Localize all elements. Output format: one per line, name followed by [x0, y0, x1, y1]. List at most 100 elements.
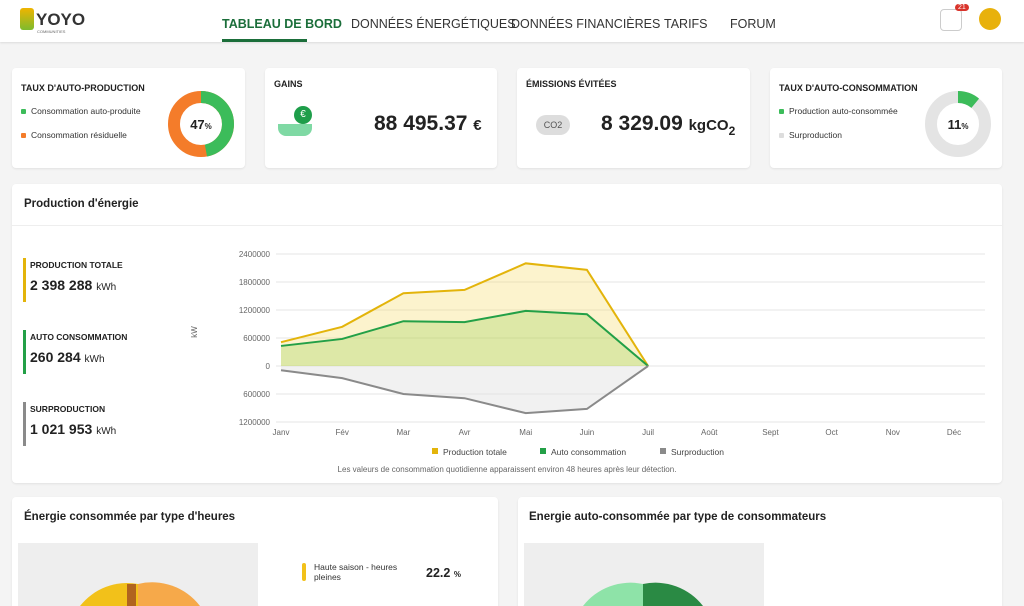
production-card [12, 184, 1002, 483]
line [280, 309, 649, 367]
area [281, 263, 649, 366]
area [281, 310, 649, 366]
stat-bar [23, 258, 26, 302]
value: 1 021 953 [30, 421, 93, 437]
section-title: Production d'énergie [24, 198, 139, 210]
donut-unit: % [205, 122, 212, 131]
x-tick-label: Oct [825, 428, 838, 437]
header [0, 0, 1024, 42]
hand-icon [278, 124, 312, 136]
y-tick-label: 600000 [243, 334, 270, 343]
kpi-value: 88 495.37 € [374, 112, 482, 136]
value: 8 329.09 [601, 112, 683, 135]
nav-item[interactable]: FORUM [730, 17, 776, 31]
note: Les valeurs de consommation quotidienne … [337, 465, 677, 474]
x-tick-label: Août [701, 428, 718, 437]
kpi-title: ÉMISSIONS ÉVITÉES [526, 79, 617, 89]
pie-slice [643, 582, 703, 606]
y-tick-label: 1200000 [239, 418, 271, 427]
co2-icon: CO2 [536, 115, 570, 135]
avatar[interactable] [979, 8, 1001, 30]
kpi-title: GAINS [274, 79, 303, 89]
legend-label: Consommation auto-produite [31, 106, 141, 116]
legend-entry: Consommation résiduelle [21, 130, 127, 140]
euro-icon: € [294, 106, 312, 124]
legend-label: Production auto-consommée [789, 106, 898, 116]
stat-value: 260 284 kWh [30, 349, 105, 365]
unit: kWh [84, 354, 105, 365]
y-tick-label: 600000 [243, 390, 270, 399]
donut-label: 11% [948, 117, 969, 132]
logo[interactable]: YOYO [36, 10, 86, 29]
nav-item[interactable]: DONNÉES FINANCIÈRES [511, 17, 661, 31]
legend-label: Surproduction [789, 130, 842, 140]
stat-value: 1 021 953 kWh [30, 421, 116, 437]
legend-label: Surproduction [671, 447, 724, 457]
pie-slice [138, 582, 200, 606]
donut-label: 47% [190, 117, 212, 132]
y-axis-label: kW [190, 326, 199, 338]
legend-entry: Surproduction [779, 130, 842, 140]
legend-label: Haute saison - heures pleines [314, 562, 398, 582]
legend-label: Production totale [443, 447, 507, 457]
section-title: Énergie consommée par type d'heures [24, 511, 236, 523]
divider [12, 225, 1002, 226]
legend-swatch [432, 448, 438, 454]
legend-swatch [660, 448, 666, 454]
donut-value: 47 [190, 117, 204, 132]
stat-bar [23, 330, 26, 374]
legend-label: Consommation résiduelle [31, 130, 127, 140]
unit: kgCO [688, 117, 729, 134]
legend-swatch [302, 563, 306, 581]
legend-swatch [540, 448, 546, 454]
logo-icon [20, 8, 34, 30]
unit: % [453, 570, 461, 579]
donut-arc [168, 91, 234, 157]
kpi-title: TAUX D'AUTO-CONSOMMATION [779, 83, 918, 93]
legend-label: Auto consommation [551, 447, 626, 457]
nav-item[interactable]: TARIFS [664, 17, 708, 31]
kpi-title: TAUX D'AUTO-PRODUCTION [21, 83, 145, 93]
x-tick-label: Mai [519, 428, 532, 437]
area [281, 366, 649, 414]
notification-badge: 21 [955, 4, 969, 11]
x-tick-label: Avr [459, 428, 471, 437]
value: 260 284 [30, 349, 81, 365]
unit-sub: 2 [728, 124, 736, 139]
legend-value: 22.2 % [426, 566, 461, 580]
stat-label: PRODUCTION TOTALE [30, 260, 123, 270]
x-tick-label: Juil [642, 428, 654, 437]
pie-slice [127, 584, 136, 606]
nav-item[interactable]: TABLEAU DE BORD [222, 17, 342, 31]
nav-underline [222, 39, 307, 42]
pie-slice [583, 582, 643, 606]
x-tick-label: Fév [336, 428, 349, 437]
unit: € [473, 117, 482, 134]
x-tick-label: Janv [273, 428, 290, 437]
value: 22.2 [426, 566, 451, 580]
notification-button[interactable] [940, 9, 962, 31]
y-tick-label: 1200000 [239, 306, 271, 315]
legend-entry: Production auto-consommée [779, 106, 898, 116]
stat-bar [23, 402, 26, 446]
nav-item[interactable]: DONNÉES ÉNERGÉTIQUES [351, 17, 516, 31]
stat-label: AUTO CONSOMMATION [30, 332, 128, 342]
x-tick-label: Juin [580, 428, 595, 437]
y-tick-label: 0 [266, 362, 271, 371]
unit: kWh [96, 426, 117, 437]
stat-value: 2 398 288 kWh [30, 277, 116, 293]
donut-unit: % [961, 122, 968, 131]
y-tick-label: 1800000 [239, 278, 271, 287]
value: 88 495.37 [374, 112, 468, 135]
line [280, 365, 649, 415]
donut-arc [925, 91, 991, 157]
value: 2 398 288 [30, 277, 93, 293]
y-tick-label: 2400000 [239, 250, 271, 259]
x-tick-label: Sept [762, 428, 779, 437]
section-title: Energie auto-consommée par type de conso… [529, 511, 827, 523]
x-tick-label: Déc [947, 428, 961, 437]
pie-slice [80, 583, 138, 606]
logo-sub: COMMUNITIES [37, 29, 66, 34]
x-tick-label: Mar [396, 428, 410, 437]
